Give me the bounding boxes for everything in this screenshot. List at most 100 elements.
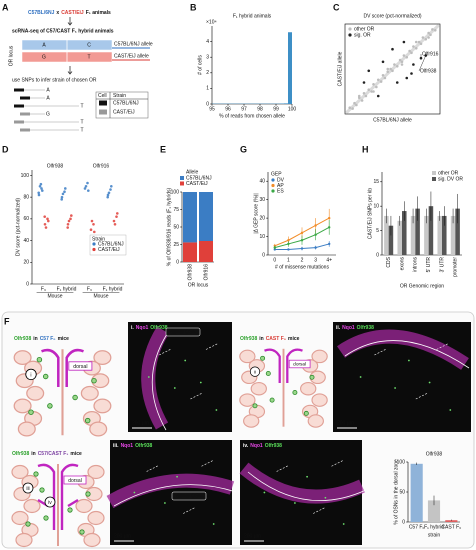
point xyxy=(405,76,409,80)
x-tick-label: Olfr938 xyxy=(187,264,193,281)
point xyxy=(328,226,331,229)
point xyxy=(38,184,42,188)
point xyxy=(367,88,371,91)
turbinate xyxy=(83,532,101,548)
point xyxy=(353,101,356,105)
bar-segment xyxy=(199,192,213,241)
point xyxy=(417,40,421,44)
text-part: CAST F₀ xyxy=(266,336,286,342)
x-axis-label: OR Genomic region xyxy=(400,283,444,289)
y-tick-label: 40 xyxy=(23,238,29,244)
bar xyxy=(415,208,420,255)
bar xyxy=(402,211,407,255)
point xyxy=(370,90,373,93)
text-part: CAST/EiJ xyxy=(61,10,84,16)
point xyxy=(37,191,40,195)
olfr-cell xyxy=(133,491,136,494)
point xyxy=(66,226,69,229)
neuron-dot xyxy=(265,371,271,376)
neuron-dot xyxy=(91,377,97,384)
table-header: Cell xyxy=(98,93,107,99)
micrograph: i. Nqo1 Olfr938 200 μm dorsal OSN xyxy=(128,322,232,432)
point xyxy=(314,233,317,236)
x-tick-label: CDS xyxy=(386,256,392,267)
point xyxy=(351,107,354,110)
x-tick-label: promoter xyxy=(453,257,459,277)
point xyxy=(328,216,331,220)
scale-label: 200 μm xyxy=(114,533,131,539)
bar xyxy=(284,103,288,104)
point xyxy=(37,193,41,197)
point xyxy=(40,187,43,190)
point xyxy=(433,29,437,32)
bar xyxy=(410,215,416,255)
x-tick-label: Olfr916 xyxy=(203,264,209,281)
point xyxy=(300,239,304,242)
bar-segment xyxy=(183,242,197,262)
legend-label: AP xyxy=(277,183,284,189)
text-part: Olfr938 xyxy=(135,443,152,449)
schematic-title: Olfr938 in C57 F₀ mice xyxy=(14,336,69,342)
zone-label: dorsal xyxy=(293,362,306,368)
schematic: dorsal ii xyxy=(239,348,328,428)
dorsal-zone xyxy=(264,348,303,384)
schematic-title: Olfr938 in C57/CAST F₁ mice xyxy=(12,451,82,457)
panel-label: E xyxy=(160,144,166,154)
table-cell: CAST/EiJ xyxy=(113,109,135,115)
y-tick-label: 75 xyxy=(173,207,179,213)
dashed-arrow xyxy=(183,507,196,514)
bar xyxy=(427,500,441,522)
read-bar xyxy=(14,104,24,108)
olfr-cell xyxy=(176,475,178,478)
base: T xyxy=(87,54,90,60)
text-part: Nqo1 xyxy=(250,443,263,449)
x-axis-label: strain xyxy=(428,532,440,538)
tissue-edge xyxy=(247,471,367,501)
point xyxy=(408,49,411,53)
point xyxy=(402,54,406,57)
bar xyxy=(288,32,292,104)
legend-frame xyxy=(89,234,127,256)
text-part: Olfr938 xyxy=(14,336,31,342)
olfr-cell xyxy=(294,502,296,504)
point xyxy=(362,92,366,95)
annotation-line xyxy=(418,55,426,72)
point xyxy=(372,90,375,93)
x-tick-label: 96 xyxy=(225,106,231,112)
turbinate xyxy=(93,350,112,366)
point xyxy=(400,63,404,66)
turbinate xyxy=(11,510,29,526)
zone-tag xyxy=(288,359,311,369)
image-label: iv. Nqo1 Olfr938 xyxy=(243,443,282,449)
x-tick-label: C57 F₀ xyxy=(409,524,425,530)
cell-swatch xyxy=(99,109,107,115)
bar xyxy=(384,215,389,255)
panel-label: A xyxy=(2,2,9,12)
text-part: C57 F₀ xyxy=(40,336,56,342)
point xyxy=(381,60,385,64)
text-part: iii. xyxy=(113,443,119,449)
x-tick-label: F₁ hybrid xyxy=(424,524,444,530)
chart-title: F₁ hybrid animals xyxy=(233,13,272,19)
neuron-dot xyxy=(39,487,45,493)
point xyxy=(400,60,404,64)
point xyxy=(61,192,65,196)
panel-label: H xyxy=(362,144,369,154)
text-part: Olfr938 xyxy=(357,325,374,331)
x-axis-label: C57BL/6NJ allele xyxy=(373,117,412,123)
base: C xyxy=(87,42,91,48)
read-base: G xyxy=(46,111,50,117)
tissue-edge xyxy=(344,340,470,369)
base: A xyxy=(42,42,46,48)
y-tick-label: 0 xyxy=(376,252,379,258)
panel-label: B xyxy=(190,2,197,12)
neuron-dot xyxy=(303,410,309,416)
point xyxy=(115,215,118,218)
neuron-dot xyxy=(33,471,39,477)
turbinate xyxy=(93,398,112,414)
point xyxy=(328,242,331,246)
neuron-dot xyxy=(292,390,298,395)
point xyxy=(64,187,67,190)
legend-swatch xyxy=(92,247,96,252)
allele-label: C57BL/6NJ allele xyxy=(114,41,153,47)
